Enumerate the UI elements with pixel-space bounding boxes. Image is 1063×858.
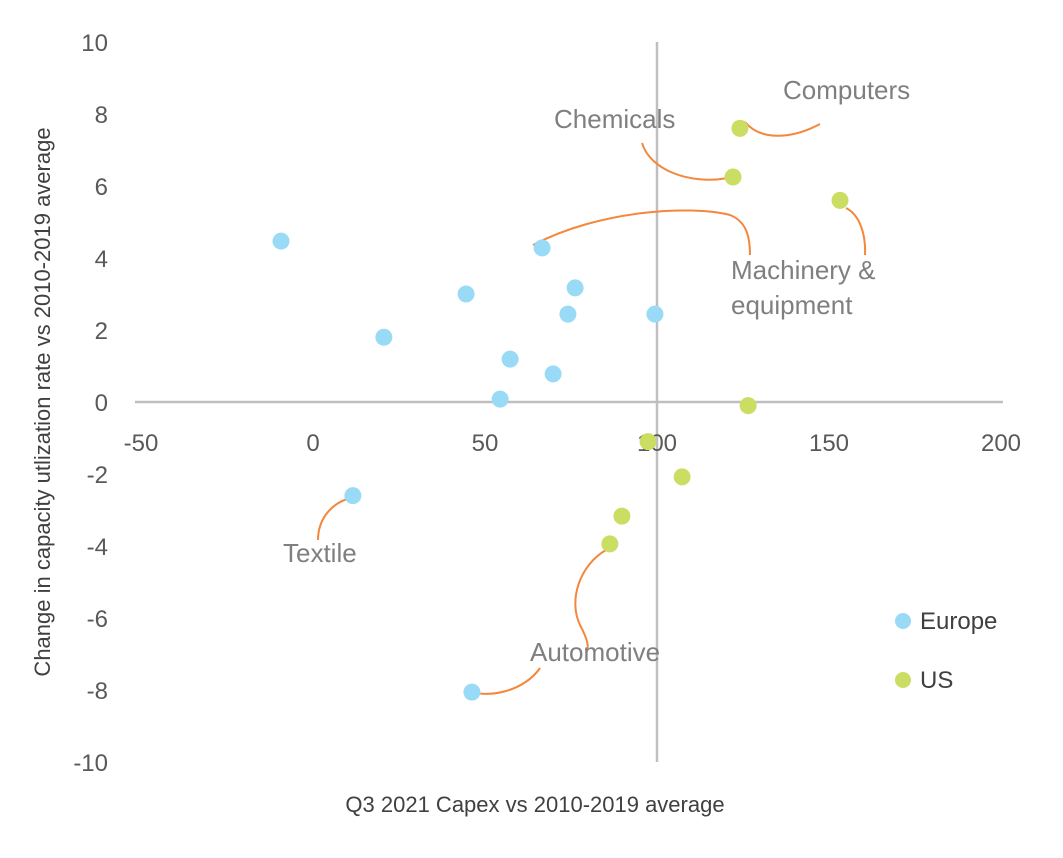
y-tick-label: 8 [95,102,108,129]
annotation-automotive: Automotive [530,637,660,667]
data-point-europe [457,285,475,303]
data-point-europe [544,365,562,383]
y-tick-labels: 10 8 6 4 2 0 -2 -4 -6 -8 -10 [73,30,108,777]
annotations: Computers Chemicals Machinery & equipmen… [283,75,910,667]
data-point-europe [463,683,481,701]
data-point-europe [375,328,393,346]
y-tick-label: 10 [81,30,108,57]
computers-leader [744,121,821,137]
data-point-europe [491,390,509,408]
annotation-machinery-line2: equipment [731,290,853,320]
x-tick-label: 50 [472,430,499,457]
y-tick-label: 2 [95,318,108,345]
legend-marker-us [895,672,911,688]
legend-label-us: US [920,667,953,694]
machinery-us-leader [845,207,867,256]
y-tick-label: 4 [95,246,108,273]
annotation-curves [317,121,867,695]
y-tick-label: 6 [95,174,108,201]
data-point-us [673,468,691,486]
annotation-computers: Computers [783,75,910,105]
data-point-us [639,433,657,451]
x-tick-label: 200 [981,430,1021,457]
y-tick-label: -8 [87,678,108,705]
x-axis-title: Q3 2021 Capex vs 2010-2019 average [345,792,724,817]
data-points [272,119,849,701]
axes [135,42,1003,762]
data-point-europe [566,279,584,297]
legend: Europe US [895,608,997,694]
annotation-textile: Textile [283,538,357,568]
chemicals-leader [641,142,729,181]
data-point-europe [646,305,664,323]
data-point-europe [533,239,551,257]
data-point-europe [559,305,577,323]
y-tick-label: -10 [73,750,108,777]
data-point-europe [272,232,290,250]
legend-marker-europe [895,613,911,629]
annotation-chemicals: Chemicals [554,104,675,134]
data-point-us [731,119,749,137]
data-point-us [724,168,742,186]
data-point-us [601,535,619,553]
y-tick-label: -6 [87,606,108,633]
data-point-us [831,191,849,209]
data-point-europe [344,487,362,505]
legend-label-europe: Europe [920,608,997,635]
automotive-leader [574,549,607,651]
x-tick-labels: -50 0 50 100 150 200 [124,430,1021,457]
machinery-leader [532,209,751,256]
data-point-us [739,397,757,415]
textile-leader [317,498,348,541]
x-tick-label: 0 [306,430,319,457]
y-tick-label: 0 [95,390,108,417]
x-tick-label: 150 [809,430,849,457]
x-tick-label: -50 [124,430,159,457]
y-tick-label: -2 [87,462,108,489]
annotation-machinery-line1: Machinery & [731,255,876,285]
data-point-europe [501,350,519,368]
y-axis-title: Change in capacity utlization rate vs 20… [30,127,55,676]
y-tick-label: -4 [87,534,108,561]
data-point-us [613,507,631,525]
